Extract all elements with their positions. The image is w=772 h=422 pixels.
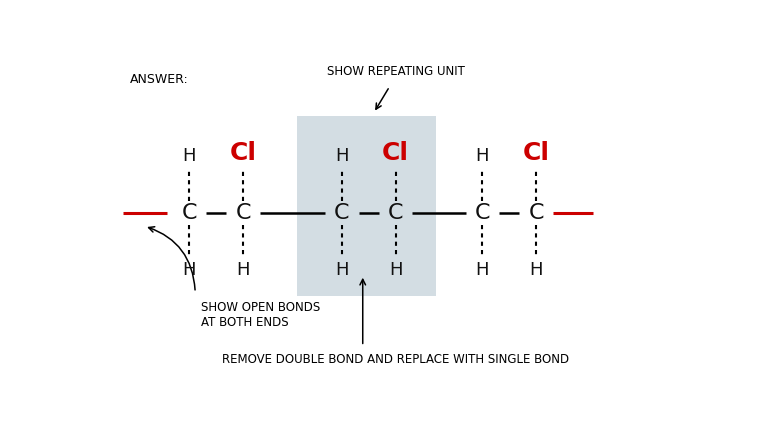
- Text: C: C: [334, 203, 350, 223]
- Text: C: C: [235, 203, 251, 223]
- Text: Cl: Cl: [229, 141, 256, 165]
- Text: H: H: [182, 147, 196, 165]
- Text: H: H: [389, 261, 402, 279]
- Text: C: C: [181, 203, 197, 223]
- Text: C: C: [388, 203, 404, 223]
- Text: H: H: [530, 261, 543, 279]
- Text: SHOW REPEATING UNIT: SHOW REPEATING UNIT: [327, 65, 465, 78]
- Text: REMOVE DOUBLE BOND AND REPLACE WITH SINGLE BOND: REMOVE DOUBLE BOND AND REPLACE WITH SING…: [222, 353, 569, 366]
- Text: H: H: [236, 261, 250, 279]
- Text: Cl: Cl: [523, 141, 550, 165]
- Text: SHOW OPEN BONDS
AT BOTH ENDS: SHOW OPEN BONDS AT BOTH ENDS: [201, 301, 320, 330]
- Text: H: H: [335, 147, 348, 165]
- Text: C: C: [475, 203, 490, 223]
- Text: H: H: [182, 261, 196, 279]
- Text: Cl: Cl: [382, 141, 409, 165]
- Text: ANSWER:: ANSWER:: [130, 73, 188, 87]
- Text: H: H: [476, 147, 489, 165]
- Text: H: H: [476, 261, 489, 279]
- Bar: [297, 116, 436, 296]
- Text: C: C: [529, 203, 544, 223]
- Text: H: H: [335, 261, 348, 279]
